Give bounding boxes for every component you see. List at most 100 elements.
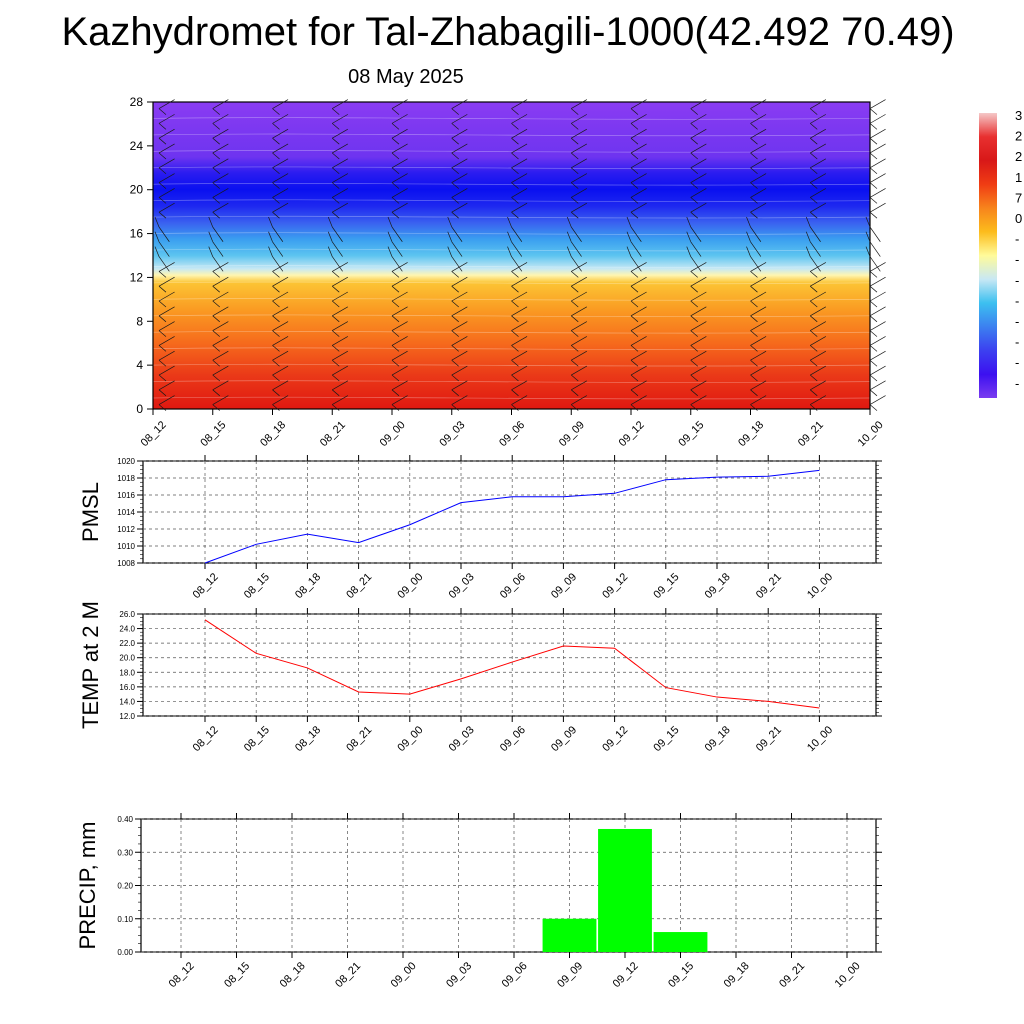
- wind-barb-flag: [451, 182, 459, 189]
- wind-barb-flag: [626, 246, 632, 257]
- wind-barb-flag: [391, 123, 400, 130]
- wind-barb: [869, 128, 886, 139]
- wind-barb: [690, 128, 707, 139]
- x-tick-label: 09_15: [676, 419, 706, 449]
- wind-barb-flag: [805, 216, 811, 228]
- colorbar: [979, 113, 997, 398]
- wind-barb-flag: [391, 374, 400, 382]
- wind-barb-flag: [869, 152, 878, 160]
- y-tick-label: 14.0: [119, 697, 135, 706]
- wind-barb-flag: [869, 315, 878, 323]
- wind-barb-flag: [212, 182, 220, 189]
- wind-barb: [810, 188, 827, 198]
- wind-barb: [272, 380, 289, 391]
- wind-barb-flag: [511, 374, 519, 382]
- wind-barb: [810, 262, 827, 272]
- wind-barb: [272, 291, 289, 302]
- wind-barb: [331, 256, 343, 272]
- y-tick-label: 0.20: [117, 882, 133, 891]
- wind-barb: [451, 128, 468, 139]
- colorbar-label: -: [1015, 314, 1019, 329]
- wind-barb: [391, 350, 408, 361]
- wind-barb: [391, 114, 408, 124]
- wind-barb: [212, 202, 229, 213]
- wind-barb: [630, 226, 642, 242]
- wind-barb-flag: [690, 359, 698, 367]
- wind-barb: [451, 336, 468, 346]
- wind-barb-flag: [391, 285, 400, 293]
- wind-barb-flag: [332, 345, 340, 352]
- contour-line: [152, 199, 871, 202]
- wind-barb-flag: [272, 271, 280, 278]
- wind-barb-flag: [272, 345, 280, 352]
- wind-barb-flag: [869, 285, 878, 293]
- colorbar-label: 2: [1015, 149, 1022, 164]
- wind-barb: [212, 226, 224, 242]
- wind-barb-flag: [750, 197, 758, 204]
- wind-barb: [869, 350, 886, 361]
- wind-barb-flag: [810, 285, 818, 293]
- wind-barb: [212, 173, 229, 183]
- wind-barb-flag: [327, 246, 333, 257]
- wind-barb: [750, 276, 767, 287]
- wind-barb: [158, 321, 175, 331]
- wind-barb-flag: [212, 152, 220, 160]
- x-tick-label: 08_15: [242, 571, 272, 601]
- wind-barb: [810, 276, 827, 287]
- y-tick-label: 1008: [117, 559, 135, 568]
- wind-barb-flag: [332, 137, 340, 145]
- colorbar-label: -: [1015, 232, 1019, 247]
- wind-barb-flag: [869, 197, 878, 204]
- wind-barb: [630, 336, 647, 346]
- wind-barb: [212, 365, 229, 376]
- wind-barb: [272, 188, 289, 198]
- wind-barb: [511, 262, 528, 272]
- wind-barb: [810, 128, 827, 139]
- contour-line: [152, 248, 871, 252]
- x-tick-label: 09_21: [796, 419, 826, 449]
- wind-barb: [690, 114, 707, 124]
- x-tick-label: 09_15: [666, 960, 696, 990]
- wind-barb: [869, 336, 886, 346]
- wind-barb: [571, 306, 588, 317]
- x-tick-label: 09_00: [395, 724, 425, 754]
- wind-barb-flag: [451, 330, 459, 337]
- wind-barb: [272, 241, 284, 257]
- wind-barb-flag: [571, 211, 579, 219]
- wind-barb: [630, 158, 647, 169]
- wind-barb-flag: [690, 108, 698, 115]
- wind-barb: [451, 350, 468, 361]
- wind-barb: [630, 114, 647, 124]
- wind-barb-flag: [272, 197, 280, 204]
- x-tick-label: 09_06: [498, 724, 528, 754]
- wind-barb-flag: [158, 182, 167, 189]
- wind-barb-flag: [451, 345, 459, 352]
- wind-barb-flag: [332, 315, 340, 323]
- x-tick-label: 09_06: [500, 960, 530, 990]
- chart-subtitle: 08 May 2025: [348, 66, 464, 88]
- wind-barb: [750, 202, 767, 213]
- wind-barb: [212, 241, 224, 257]
- wind-barb: [511, 173, 528, 183]
- colorbar-label: -: [1015, 252, 1019, 267]
- wind-barb-flag: [447, 216, 453, 228]
- x-tick-label: 10_00: [856, 419, 886, 449]
- wind-barb: [750, 256, 762, 272]
- y-tick-label: 0.10: [117, 915, 133, 924]
- wind-barb-flag: [158, 271, 167, 278]
- chart-title: Kazhydromet for Tal-Zhabagili-1000(42.49…: [61, 10, 955, 54]
- wind-barb: [750, 350, 767, 361]
- wind-barb-flag: [750, 359, 758, 367]
- wind-barb: [571, 262, 588, 272]
- wind-barb-flag: [810, 330, 818, 337]
- x-tick-label: 08_15: [198, 419, 228, 449]
- wind-barb: [810, 143, 827, 154]
- plot-frame: [142, 613, 877, 717]
- contour-line: [152, 396, 871, 400]
- wind-barb-flag: [750, 182, 758, 189]
- wind-barb-flag: [630, 330, 639, 337]
- wind-barb-flag: [810, 389, 818, 397]
- colorbar-label: 1: [1015, 170, 1022, 185]
- wind-barb: [750, 226, 762, 242]
- wind-barb: [571, 188, 588, 198]
